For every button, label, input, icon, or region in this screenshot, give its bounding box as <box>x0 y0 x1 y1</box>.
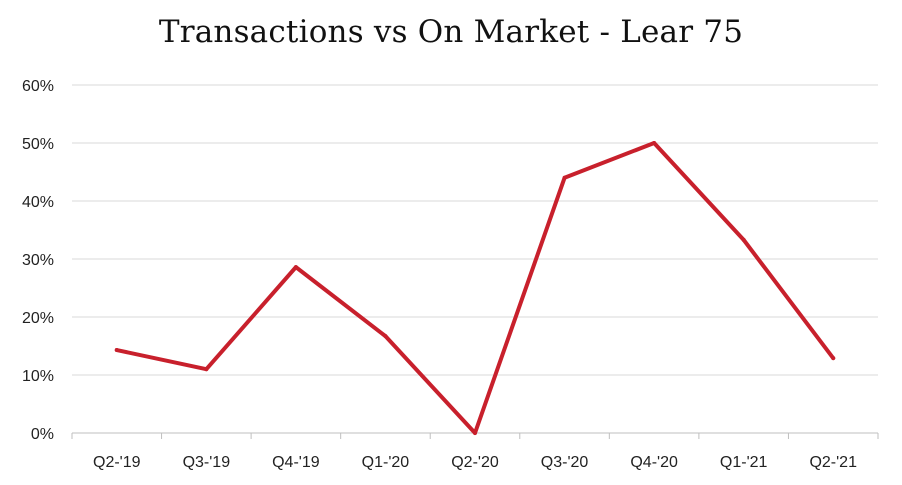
data-point <box>293 265 298 270</box>
x-tick-label: Q4-'19 <box>272 454 320 471</box>
x-tick-label: Q3-'20 <box>541 454 589 471</box>
x-tick-label: Q2-'21 <box>809 454 857 471</box>
y-axis-ticks: 0% 10% 20% 30% 40% 50% 60% <box>22 78 54 443</box>
x-tick-label: Q3-'19 <box>183 454 231 471</box>
data-point <box>652 141 657 145</box>
data-point <box>383 334 388 339</box>
y-tick-label: 40% <box>22 194 54 211</box>
y-tick-label: 60% <box>22 78 54 95</box>
y-tick-label: 30% <box>22 252 54 269</box>
x-tick-label: Q2-'19 <box>93 454 141 471</box>
y-tick-label: 0% <box>31 426 54 443</box>
y-tick-label: 50% <box>22 136 54 153</box>
data-point <box>114 348 119 353</box>
y-tick-label: 10% <box>22 368 54 385</box>
data-point <box>204 367 209 372</box>
x-tick-label: Q1-'21 <box>720 454 768 471</box>
x-tick-label: Q2-'20 <box>451 454 499 471</box>
data-point <box>741 237 746 242</box>
series-line <box>114 141 836 435</box>
x-axis-ticks: Q2-'19 Q3-'19 Q4-'19 Q1-'20 Q2-'20 Q3-'20 Q4-'… <box>93 454 857 471</box>
data-point <box>831 356 836 361</box>
x-tick-label: Q4-'20 <box>630 454 678 471</box>
series-layer <box>114 141 836 435</box>
gridlines <box>72 84 878 376</box>
y-tick-label: 20% <box>22 310 54 327</box>
data-point <box>473 431 477 435</box>
chart-title: Transactions vs On Market - Lear 75 <box>158 14 744 50</box>
x-tick-label: Q1-'20 <box>362 454 410 471</box>
data-point <box>562 175 567 180</box>
